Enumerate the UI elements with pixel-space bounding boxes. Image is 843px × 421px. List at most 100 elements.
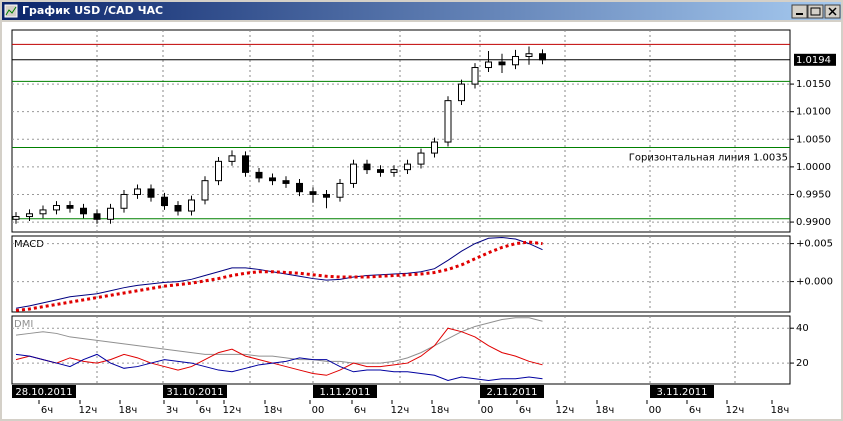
candle-body [417, 152, 425, 165]
window-icon [4, 4, 18, 18]
candle-body [539, 53, 546, 61]
candle-body [390, 169, 398, 173]
minimize-button[interactable] [791, 4, 808, 19]
candle-body [53, 205, 60, 211]
horizontal-line-label: Горизонтальная линия 1.0035 [629, 153, 788, 164]
x-tick-label: 12ч [556, 405, 575, 416]
indicator-line [15, 353, 543, 382]
date-box [12, 385, 76, 398]
x-tick-label: 00 [312, 405, 325, 416]
candle-body [525, 53, 533, 57]
x-tick-label: 18ч [596, 405, 615, 416]
candle-body [120, 193, 128, 209]
indicator-line [15, 327, 543, 376]
candle-body [296, 182, 303, 193]
window-icon-graph [5, 6, 17, 16]
y-tick-label: 1.0100 [796, 107, 831, 118]
candle-body [336, 182, 344, 198]
y-tick-label: +0.005 [796, 239, 833, 250]
candle-body [201, 180, 209, 201]
y-tick-label: 0.9900 [796, 217, 831, 228]
candle-body [26, 213, 33, 218]
candle-body [269, 177, 276, 182]
current-price-box [794, 53, 836, 66]
candle-body [350, 163, 357, 184]
title-bar [2, 2, 841, 20]
candle-body [107, 207, 114, 220]
candle-body [12, 216, 20, 220]
window-buttons[interactable] [791, 4, 841, 19]
y-tick-label: 20 [796, 358, 809, 369]
dmi-pane [11, 315, 791, 385]
date-label: 31.10.2011 [166, 387, 223, 398]
candle-body [404, 163, 411, 171]
candle-body [363, 163, 371, 171]
price-pane [11, 29, 791, 233]
candle-body [377, 169, 384, 173]
candle-body [39, 209, 47, 215]
candle-body [431, 141, 438, 154]
y-tick-label: 1.0000 [796, 162, 831, 173]
date-label: 3.11.2011 [657, 387, 708, 398]
candle-body [309, 191, 317, 195]
current-price-label: 1.0194 [796, 55, 831, 66]
x-tick-label: 3ч [166, 405, 178, 416]
date-label: 1.11.2011 [320, 387, 371, 398]
candle-body [228, 155, 236, 162]
date-label: 2.11.2011 [487, 387, 538, 398]
x-tick-label: 18ч [264, 405, 283, 416]
x-tick-label: 00 [649, 405, 662, 416]
indicator-line [15, 317, 543, 364]
x-tick-label: 18ч [119, 405, 138, 416]
candle-body [512, 55, 519, 66]
date-box [313, 385, 377, 398]
x-tick-label: 12ч [726, 405, 745, 416]
candle-body [255, 171, 263, 179]
macd-label: MACD [14, 239, 44, 250]
date-label: 28.10.2011 [15, 387, 72, 398]
candle-body [80, 207, 87, 215]
candle-body [242, 155, 249, 173]
date-box [163, 385, 227, 398]
y-tick-label: 40 [796, 323, 809, 334]
window-title: График USD /CAD ЧАС [22, 4, 163, 17]
candle-body [282, 180, 290, 184]
candle-body [161, 196, 168, 207]
x-tick-label: 6ч [41, 405, 53, 416]
maximize-icon [810, 7, 821, 16]
candle-body [93, 213, 101, 220]
close-icon [828, 7, 837, 16]
x-tick-label: 18ч [431, 405, 450, 416]
y-tick-label: 0.9950 [796, 189, 831, 200]
candle-body [66, 205, 74, 209]
x-tick-label: 6ч [519, 405, 531, 416]
candle-body [174, 205, 182, 212]
maximize-button[interactable] [807, 4, 824, 19]
x-tick-label: 6ч [689, 405, 701, 416]
candle-body [485, 61, 492, 69]
x-tick-label: 6ч [199, 405, 211, 416]
candle-body [444, 100, 452, 143]
x-tick-label: 12ч [391, 405, 410, 416]
candle-body [458, 83, 465, 102]
candle-body [471, 67, 479, 85]
macd-pane [11, 235, 791, 313]
x-tick-label: 6ч [354, 405, 366, 416]
x-tick-label: 18ч [771, 405, 790, 416]
x-tick-label: 12ч [223, 405, 242, 416]
y-tick-label: 1.0150 [796, 79, 831, 90]
candle-body [188, 199, 195, 212]
y-tick-label: 1.0050 [796, 134, 831, 145]
candle-body [147, 188, 155, 198]
y-tick-label: +0.000 [796, 277, 833, 288]
date-box [480, 385, 544, 398]
indicator-line [15, 240, 543, 312]
date-box [650, 385, 714, 398]
candle-body [323, 193, 330, 198]
dmi-label: DMI [14, 319, 33, 330]
x-tick-label: 12ч [79, 405, 98, 416]
candle-body [134, 188, 141, 195]
candle-body [498, 61, 506, 66]
